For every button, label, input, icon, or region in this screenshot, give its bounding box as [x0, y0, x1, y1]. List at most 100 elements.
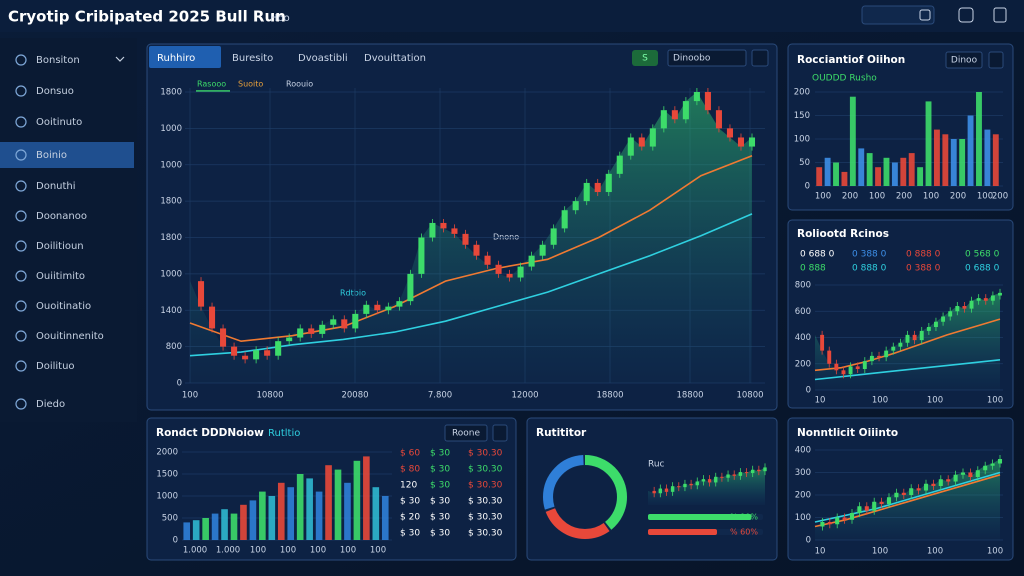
sidebar-item[interactable]: Doilituo — [36, 361, 75, 372]
candle — [738, 472, 743, 476]
sidebar-icon[interactable] — [15, 330, 27, 342]
panel-button[interactable] — [444, 424, 488, 442]
y-tick-label: 0 — [806, 536, 811, 546]
panel-subtitle: OUDDD Rusho — [812, 74, 877, 84]
candle — [701, 479, 706, 482]
tab[interactable]: Buresito — [232, 53, 273, 64]
x-tick-label: 10800 — [256, 391, 283, 401]
sidebar-item[interactable]: Ouoitinatio — [36, 301, 91, 312]
x-tick-label: 100 — [987, 396, 1003, 406]
progress-bar — [648, 514, 752, 520]
y-tick-label: 1000 — [156, 492, 178, 502]
sidebar-item[interactable]: Ooitinuto — [36, 117, 82, 128]
bar — [202, 518, 209, 540]
tab[interactable]: Dvoastibli — [298, 53, 348, 64]
panel-icon[interactable] — [988, 51, 1004, 69]
sidebar-icon[interactable] — [15, 240, 27, 252]
dist-panel — [526, 417, 778, 561]
candle — [732, 474, 736, 476]
candle — [583, 182, 590, 202]
sidebar-item[interactable]: Doonanoo — [36, 211, 87, 222]
x-tick-label: 100 — [370, 546, 386, 556]
settings-icon[interactable] — [958, 7, 974, 23]
sidebar-icon[interactable] — [15, 116, 27, 128]
candle — [671, 110, 678, 120]
x-tick-label: 100 — [250, 546, 266, 556]
bar — [967, 115, 974, 186]
candle — [948, 311, 953, 317]
active-tab[interactable] — [149, 46, 221, 68]
candle — [835, 517, 840, 525]
candle — [506, 273, 513, 278]
sidebar-icon[interactable] — [15, 360, 27, 372]
candle — [253, 350, 260, 360]
y-tick-label: 1400 — [160, 306, 182, 316]
candle — [627, 137, 634, 156]
x-tick-label: 100 — [923, 192, 939, 202]
top-icon[interactable] — [919, 9, 931, 21]
sidebar-item[interactable]: Boinio — [36, 150, 67, 161]
y-tick-label: 1000 — [160, 269, 182, 279]
sidebar-icon[interactable] — [15, 398, 27, 410]
tab[interactable]: Ruhhiro — [157, 53, 195, 64]
candle — [962, 306, 967, 309]
candle — [693, 92, 700, 102]
bar — [866, 153, 873, 186]
candle — [616, 155, 623, 174]
expand-icon[interactable] — [751, 49, 769, 67]
sidebar-active[interactable] — [0, 142, 134, 168]
sidebar-icon[interactable] — [15, 149, 27, 161]
candle — [495, 264, 502, 274]
panel-icon[interactable] — [492, 424, 508, 442]
search-text[interactable]: Dinoobo — [673, 54, 711, 64]
bar — [268, 496, 276, 540]
sidebar-icon[interactable] — [15, 54, 27, 66]
bar — [816, 167, 823, 186]
toggle-button-label[interactable]: S — [642, 54, 648, 64]
candle — [926, 327, 931, 331]
y-tick-label: 0 — [806, 386, 811, 396]
menu-icon[interactable] — [993, 7, 1007, 23]
x-tick-label: 200 — [992, 192, 1008, 202]
bar — [950, 139, 957, 186]
sidebar-item[interactable]: Diedo — [36, 399, 65, 410]
table-cell: $ 30 — [430, 497, 450, 507]
candle — [909, 488, 914, 495]
sidebar-icon[interactable] — [15, 180, 27, 192]
sidebar-item[interactable]: Donsuo — [36, 86, 74, 97]
candle — [983, 465, 988, 471]
sidebar-item[interactable]: Donuthi — [36, 181, 76, 192]
y-tick-label: 2000 — [156, 448, 178, 458]
sidebar-item[interactable]: Ouiitimito — [36, 271, 85, 282]
sidebar-icon[interactable] — [15, 210, 27, 222]
x-tick-label: 10 — [815, 396, 826, 406]
toggle-button[interactable] — [632, 50, 658, 66]
candle — [242, 355, 249, 360]
panel-button-label[interactable]: Dinoo — [951, 56, 978, 66]
sidebar-icon[interactable] — [15, 270, 27, 282]
x-tick-label: 100 — [977, 192, 993, 202]
candle — [396, 301, 403, 307]
sidebar-icon[interactable] — [15, 300, 27, 312]
table-cell: $ 30.30 — [468, 513, 503, 523]
candle — [934, 321, 938, 327]
sidebar-item[interactable]: Doilitioun — [36, 241, 84, 252]
candle — [407, 273, 414, 302]
candle — [594, 182, 601, 193]
panel-button-label[interactable]: Roone — [452, 429, 481, 439]
sidebar-icon[interactable] — [15, 85, 27, 97]
candle — [695, 481, 699, 486]
panel-button[interactable] — [945, 51, 983, 69]
bar — [984, 129, 991, 186]
tab[interactable]: Dvouittation — [364, 53, 426, 64]
sidebar-item[interactable]: Oouitinnenito — [36, 331, 104, 342]
x-tick-label: 20080 — [341, 391, 368, 401]
sidebar-item[interactable]: Bonsiton — [36, 55, 80, 66]
panel-title: Rondct DDDNoiow — [156, 427, 264, 439]
table-cell: $ 30 — [430, 449, 450, 459]
legend-item: Suoito — [238, 80, 263, 89]
candle — [605, 173, 612, 193]
x-tick-label: 10 — [815, 547, 826, 557]
top-control[interactable] — [861, 5, 935, 25]
search-box[interactable] — [667, 49, 747, 67]
